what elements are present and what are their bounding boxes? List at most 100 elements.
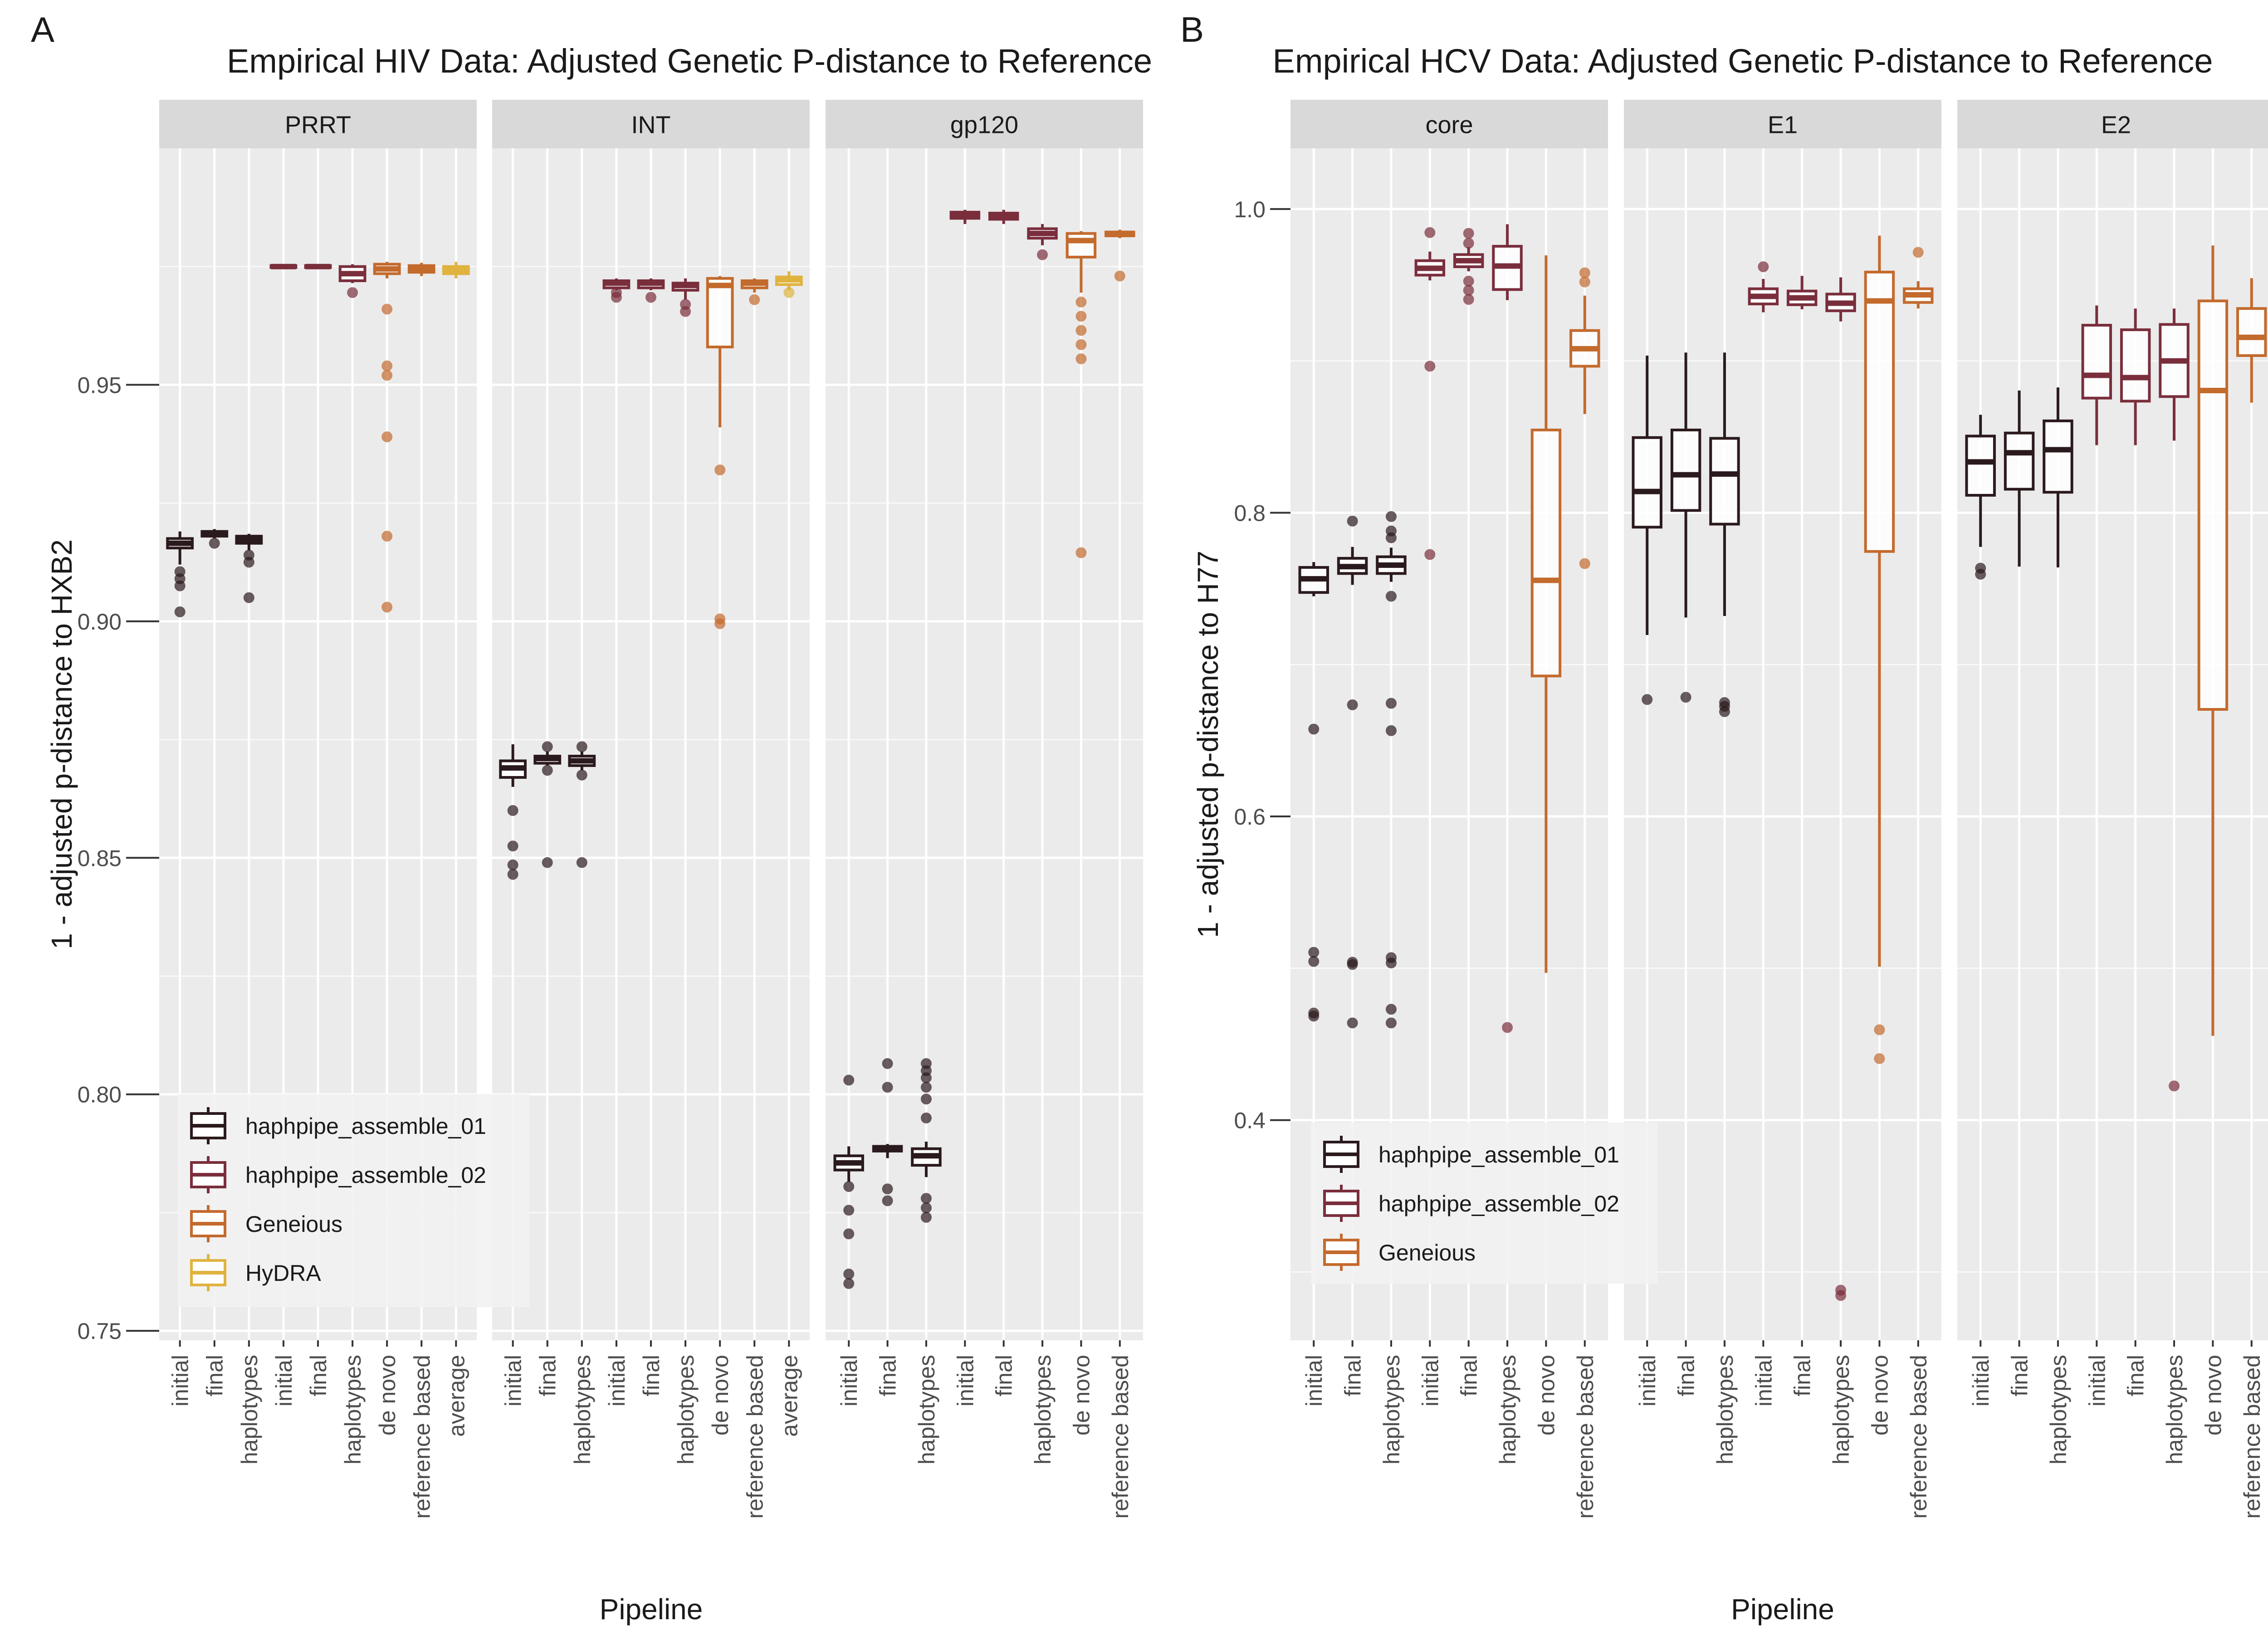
legend-label: haphpipe_assemble_02: [1378, 1191, 1619, 1216]
facet-strip: [492, 100, 810, 148]
outlier-point: [381, 303, 393, 315]
box-iqr: [2197, 299, 2229, 711]
x-tick-label: initial: [1968, 1355, 1994, 1407]
outlier-point: [1385, 591, 1397, 602]
box-haphpipe_assemble_02: [1453, 228, 1484, 305]
box-haphpipe_assemble_02: [2081, 305, 2112, 445]
outlier-point: [1308, 947, 1320, 958]
y-tick-label: 1.0: [1234, 197, 1266, 222]
x-tick-label: haplotypes: [2162, 1355, 2187, 1465]
x-tick-label: haplotypes: [2046, 1355, 2071, 1465]
legend-label: haphpipe_assemble_01: [245, 1114, 486, 1139]
outlier-point: [1579, 558, 1590, 569]
outlier-point: [381, 531, 393, 542]
outlier-point: [1463, 275, 1474, 287]
outlier-point: [1347, 1017, 1358, 1029]
box-haphpipe_assemble_02: [988, 210, 1019, 224]
facet-int: INT initial final haplotypes initial final hap…: [492, 100, 810, 1519]
outlier-point: [680, 299, 691, 310]
x-tick-label: de novo: [708, 1355, 733, 1436]
outlier-point: [381, 370, 393, 381]
outlier-point: [1347, 515, 1358, 527]
outlier-point: [174, 566, 186, 577]
outlier-point: [920, 1094, 932, 1105]
outlier-point: [1075, 339, 1087, 350]
outlier-point: [1308, 723, 1320, 735]
legend-entry: haphpipe_assemble_02: [190, 1156, 486, 1193]
outlier-point: [1308, 1007, 1320, 1019]
x-tick-label: initial: [168, 1355, 193, 1407]
box-HyDRA: [775, 271, 803, 298]
y-tick-label: 0.75: [78, 1319, 122, 1344]
box-Geneious: [1530, 255, 1562, 973]
legend-label: HyDRA: [245, 1260, 321, 1286]
box-haphpipe_assemble_02: [671, 278, 699, 317]
legend-label: Geneious: [245, 1211, 342, 1237]
x-axis-label: Pipeline: [600, 1593, 703, 1626]
x-tick-label: final: [2007, 1355, 2033, 1397]
box-haphpipe_assemble_01: [235, 533, 263, 603]
outlier-point: [843, 1205, 855, 1216]
x-tick-label: haplotypes: [1030, 1355, 1056, 1465]
y-tick-label: 0.80: [78, 1082, 122, 1108]
box-iqr: [2043, 419, 2073, 494]
legend: haphpipe_assemble_01 haphpipe_assemble_02…: [178, 1094, 529, 1307]
facet-strip-label: PRRT: [285, 112, 351, 139]
outlier-point: [2169, 1080, 2180, 1092]
outlier-point: [576, 769, 587, 781]
box-haphpipe_assemble_02: [1027, 224, 1058, 260]
x-tick-label: reference based: [1906, 1355, 1931, 1519]
box-haphpipe_assemble_01: [200, 529, 229, 549]
x-tick-label: average: [444, 1355, 469, 1437]
outlier-point: [1579, 267, 1590, 278]
x-tick-label: final: [202, 1355, 228, 1397]
outlier-point: [882, 1082, 893, 1093]
box-Geneious: [373, 262, 401, 613]
box-haphpipe_assemble_01: [533, 741, 562, 868]
box-iqr: [706, 277, 734, 348]
outlier-point: [542, 741, 553, 752]
facet-panel: [826, 148, 1143, 1340]
legend-background: [178, 1094, 529, 1307]
x-tick-label: haplotypes: [1379, 1355, 1404, 1465]
facet-strip: [1624, 100, 1941, 148]
outlier-point: [1642, 694, 1653, 705]
box-Geneious: [407, 263, 435, 276]
outlier-point: [1385, 698, 1397, 709]
facet-strip: [1290, 100, 1608, 148]
box-haphpipe_assemble_01: [1337, 515, 1368, 1029]
outlier-point: [243, 549, 254, 561]
y-axis-label: 1 - adjusted p-distance to H77: [1192, 551, 1224, 938]
outlier-point: [1385, 952, 1397, 963]
box-haphpipe_assemble_01: [1709, 352, 1740, 718]
outlier-point: [1075, 325, 1087, 336]
outlier-point: [714, 464, 726, 476]
box-haphpipe_assemble_01: [1670, 352, 1701, 703]
y-tick-label: 0.85: [78, 845, 122, 871]
box-haphpipe_assemble_01: [499, 744, 527, 880]
outlier-point: [882, 1195, 893, 1206]
outlier-point: [1835, 1284, 1847, 1296]
chart-title: Empirical HCV Data: Adjusted Genetic P-d…: [1273, 42, 2213, 80]
x-tick-label: initial: [1635, 1355, 1660, 1407]
x-tick-label: initial: [1301, 1355, 1327, 1407]
outlier-point: [1680, 692, 1691, 703]
outlier-point: [209, 537, 220, 549]
outlier-point: [749, 294, 760, 305]
outlier-point: [920, 1058, 932, 1069]
outlier-point: [1347, 699, 1358, 710]
outlier-point: [1385, 525, 1397, 537]
y-tick-label: 0.90: [78, 609, 122, 635]
x-tick-label: de novo: [375, 1355, 400, 1436]
box-Geneious: [2197, 245, 2229, 1036]
panel-letter: A: [31, 10, 54, 49]
box-haphpipe_assemble_02: [304, 264, 332, 269]
outlier-point: [1975, 562, 1986, 574]
facet-strip-label: INT: [631, 112, 671, 139]
legend: haphpipe_assemble_01 haphpipe_assemble_02…: [1311, 1123, 1658, 1284]
outlier-point: [645, 292, 656, 303]
